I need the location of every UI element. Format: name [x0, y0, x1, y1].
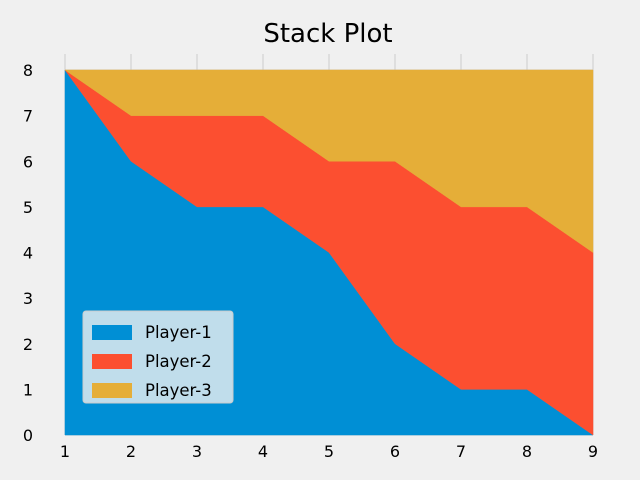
legend-swatch-player-3 — [92, 383, 132, 398]
x-tick-label: 1 — [60, 442, 70, 461]
y-tick-label: 0 — [23, 426, 33, 445]
x-tick-label: 7 — [456, 442, 466, 461]
chart-title: Stack Plot — [263, 19, 392, 49]
area-player-3 — [64, 69, 594, 253]
legend-swatch-player-1 — [92, 325, 132, 340]
y-axis-ticks: 0 1 2 3 4 5 6 7 8 — [23, 61, 33, 445]
y-tick-label: 7 — [23, 107, 33, 126]
legend: Player-1 Player-2 Player-3 — [82, 310, 234, 404]
legend-label-player-3: Player-3 — [145, 381, 212, 400]
legend-swatch-player-2 — [92, 354, 132, 369]
x-axis-ticks: 1 2 3 4 5 6 7 8 9 — [60, 442, 598, 461]
y-tick-label: 5 — [23, 198, 33, 217]
x-tick-label: 4 — [258, 442, 268, 461]
y-tick-label: 6 — [23, 152, 33, 171]
x-tick-label: 5 — [324, 442, 334, 461]
x-tick-label: 8 — [522, 442, 532, 461]
x-tick-label: 9 — [588, 442, 598, 461]
legend-label-player-1: Player-1 — [145, 323, 212, 342]
y-tick-label: 1 — [23, 380, 33, 399]
y-tick-label: 4 — [23, 244, 33, 263]
y-tick-label: 2 — [23, 335, 33, 354]
y-tick-label: 3 — [23, 289, 33, 308]
x-tick-label: 3 — [192, 442, 202, 461]
x-tick-label: 2 — [126, 442, 136, 461]
x-tick-label: 6 — [390, 442, 400, 461]
y-tick-label: 8 — [23, 61, 33, 80]
legend-label-player-2: Player-2 — [145, 352, 212, 371]
